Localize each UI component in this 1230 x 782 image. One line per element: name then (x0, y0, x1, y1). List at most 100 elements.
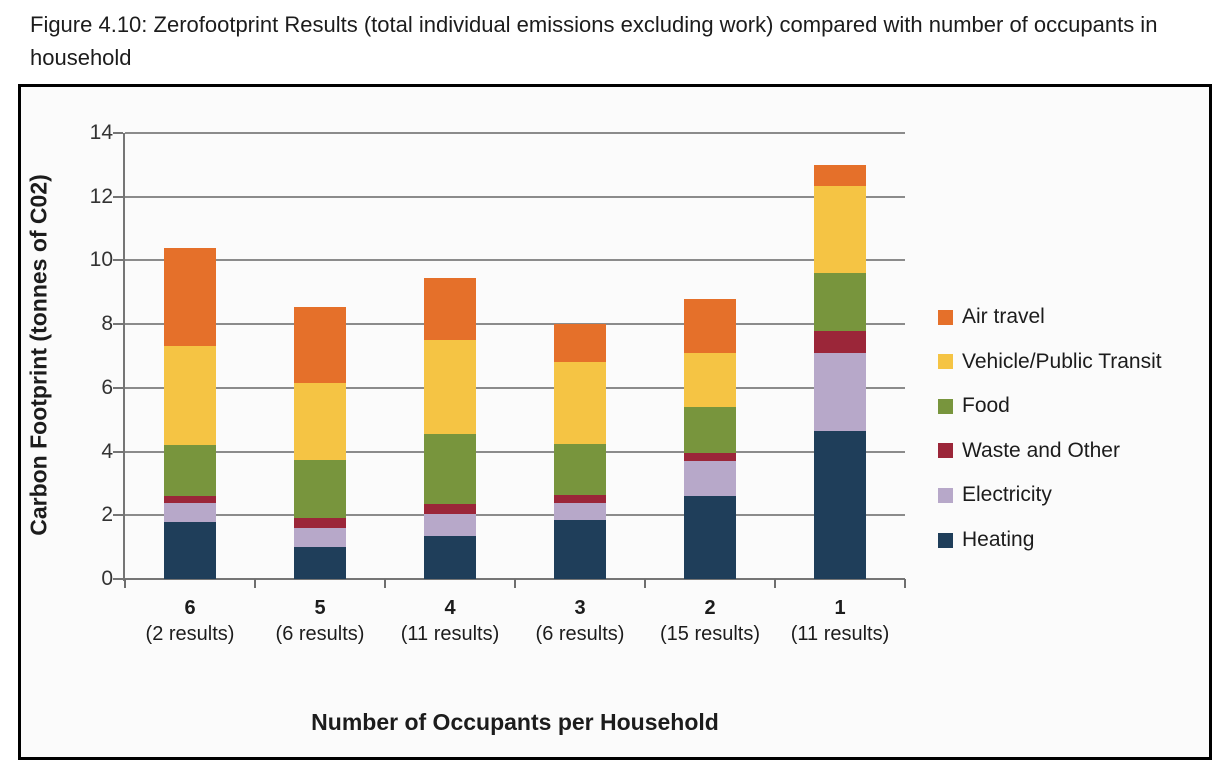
category-result-count: (2 results) (145, 623, 235, 645)
bar-2-occupants-segment-electricity (684, 461, 736, 497)
y-tick-label-14: 14 (89, 121, 113, 144)
gridline-y2 (125, 514, 905, 517)
legend-item-air-travel: Air travel (938, 303, 1045, 331)
bar-1-occupants-segment-waste-and-other (814, 330, 866, 353)
category-result-count: (15 results) (659, 623, 761, 645)
category-number: 5 (314, 597, 326, 619)
category-number: 3 (574, 597, 586, 619)
bar-1-occupants-segment-food (814, 273, 866, 331)
category-number: 4 (444, 597, 456, 619)
legend-swatch-icon (938, 443, 953, 459)
y-tick-label-0: 0 (101, 567, 113, 590)
bar-6-occupants-segment-air-travel (164, 247, 216, 347)
bar-3-occupants-segment-waste-and-other (554, 494, 606, 503)
gridline-y10 (125, 259, 905, 262)
gridline-y8 (125, 323, 905, 326)
legend-item-electricity: Electricity (938, 481, 1052, 509)
category-label-3-occupants: 3 (6 results) (505, 595, 655, 647)
y-tick-label-8: 8 (101, 312, 113, 336)
category-label-5-occupants: 5 (6 results) (245, 595, 395, 647)
legend-item-food: Food (938, 392, 1010, 420)
y-tick-label-12: 12 (89, 184, 113, 208)
bar-6-occupants-segment-vehicle-public-transit (164, 346, 216, 446)
category-label-1-occupants: 1 (11 results) (765, 595, 915, 647)
bar-2-occupants-segment-air-travel (684, 298, 736, 353)
bar-5-occupants-segment-air-travel (294, 306, 346, 384)
y-axis-tick-12 (113, 195, 123, 198)
x-axis-tick-5 (774, 579, 776, 588)
legend-swatch-icon (938, 398, 953, 414)
x-axis-tick-2 (384, 579, 386, 588)
legend-item-vehicle-public-transit: Vehicle/Public Transit (938, 348, 1162, 376)
legend-label: Heating (962, 528, 1035, 551)
x-axis-tick-1 (254, 579, 256, 588)
legend-swatch-icon (938, 487, 953, 503)
x-axis-title: Number of Occupants per Household (311, 709, 719, 735)
gridline-y6 (125, 386, 905, 389)
figure-caption: Figure 4.10: Zerofootprint Results (tota… (30, 12, 1158, 70)
category-result-count: (6 results) (535, 623, 625, 645)
bar-5-occupants-segment-waste-and-other (294, 518, 346, 529)
legend-item-waste-and-other: Waste and Other (938, 437, 1120, 465)
bar-5-occupants-segment-vehicle-public-transit (294, 383, 346, 460)
y-axis-tick-14 (113, 132, 123, 134)
chart-figure-box: Carbon Footprint (tonnes of C02) 0 2 4 6 8 10… (18, 84, 1212, 760)
bar-4-occupants-segment-electricity (424, 513, 476, 536)
bar-1-occupants-segment-air-travel (814, 164, 866, 186)
x-axis-tick-0 (124, 579, 126, 588)
bar-5-occupants-segment-electricity (294, 528, 346, 548)
legend-label: Electricity (962, 483, 1052, 507)
legend-item-heating: Heating (938, 526, 1034, 554)
gridline-y12 (125, 195, 905, 198)
y-axis-tick-0 (113, 578, 123, 580)
bar-3-occupants-segment-air-travel (554, 324, 606, 363)
bar-2-occupants-segment-vehicle-public-transit (684, 352, 736, 407)
bar-4-occupants-segment-air-travel (424, 277, 476, 341)
bar-5-occupants-segment-heating (294, 547, 346, 579)
legend-swatch-icon (938, 354, 953, 370)
y-axis-tick-6 (113, 386, 123, 389)
bar-3-occupants-segment-vehicle-public-transit (554, 362, 606, 444)
bar-3-occupants-segment-electricity (554, 502, 606, 521)
y-axis-title-text: Carbon Footprint (tonnes of C02) (25, 174, 52, 536)
bar-1-occupants-segment-electricity (814, 352, 866, 431)
x-axis-tick-4 (644, 579, 646, 588)
category-number: 6 (184, 597, 196, 619)
bar-4-occupants-segment-waste-and-other (424, 504, 476, 514)
category-label-4-occupants: 4 (11 results) (375, 595, 525, 647)
bar-6-occupants-segment-food (164, 445, 216, 497)
category-result-count: (6 results) (275, 623, 365, 645)
bar-6-occupants-segment-electricity (164, 502, 216, 522)
category-label-6-occupants: 6 (2 results) (115, 595, 265, 647)
bar-3-occupants-segment-heating (554, 520, 606, 579)
bar-4-occupants-segment-food (424, 434, 476, 505)
category-number: 2 (704, 597, 716, 619)
category-number: 1 (834, 597, 846, 619)
y-tick-label-2: 2 (101, 503, 113, 527)
category-result-count: (11 results) (400, 623, 500, 645)
y-axis-tick-8 (113, 323, 123, 326)
x-axis-tick-3 (514, 579, 516, 588)
bar-6-occupants-segment-waste-and-other (164, 496, 216, 503)
x-axis-tick-6 (904, 579, 906, 588)
bar-2-occupants-segment-waste-and-other (684, 453, 736, 462)
bar-3-occupants-segment-food (554, 443, 606, 495)
legend-swatch-icon (938, 532, 953, 548)
y-axis-tick-10 (113, 259, 123, 262)
bar-2-occupants-segment-food (684, 406, 736, 454)
plot-area (113, 132, 906, 588)
gridline-y4 (125, 450, 905, 453)
legend-label: Vehicle/Public Transit (962, 349, 1162, 373)
bar-1-occupants-segment-heating (814, 430, 866, 579)
legend-label: Food (962, 394, 1010, 418)
bar-5-occupants-segment-food (294, 459, 346, 519)
y-tick-label-4: 4 (101, 439, 113, 463)
bar-4-occupants-segment-heating (424, 536, 476, 579)
legend-swatch-icon (938, 309, 953, 325)
legend-label: Waste and Other (962, 438, 1120, 462)
category-result-count: (11 results) (790, 623, 890, 645)
bar-6-occupants-segment-heating (164, 521, 216, 579)
category-label-2-occupants: 2 (15 results) (635, 595, 785, 647)
y-tick-label-6: 6 (101, 375, 113, 399)
bar-4-occupants-segment-vehicle-public-transit (424, 340, 476, 435)
